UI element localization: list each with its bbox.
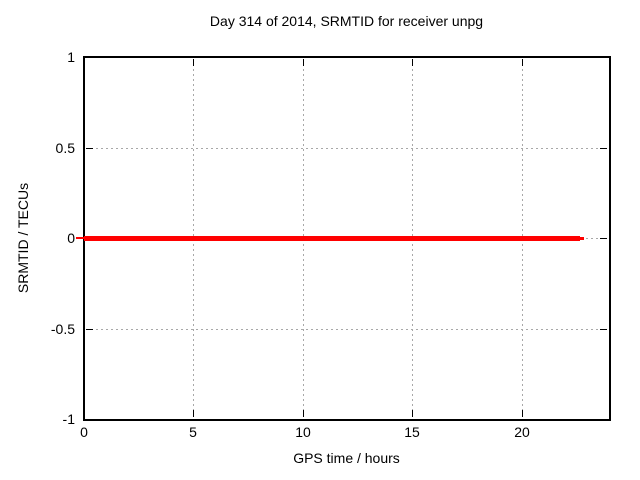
x-tick-top-20 (522, 59, 523, 66)
x-tick-bottom-0 (84, 410, 85, 417)
y-tick-label-0: 0 (67, 230, 75, 246)
x-tick-top-10 (303, 59, 304, 66)
y-tick-left-0.5 (86, 148, 93, 149)
y-axis-title: SRMTID / TECUs (15, 182, 31, 294)
x-tick-top-0 (84, 59, 85, 66)
y-tick-left-1 (86, 57, 93, 58)
chart-title: Day 314 of 2014, SRMTID for receiver unp… (209, 13, 484, 29)
x-tick-label-5: 5 (189, 424, 197, 440)
x-tick-top-15 (412, 59, 413, 66)
x-axis-title: GPS time / hours (293, 450, 400, 466)
x-tick-bottom-5 (193, 410, 194, 417)
x-tick-bottom-20 (522, 410, 523, 417)
series-srmtid-line-start-cap (76, 237, 84, 239)
y-tick-label--0.5: -0.5 (50, 321, 75, 337)
y-tick-label-0.5: 0.5 (55, 140, 75, 156)
y-tick-right--0.5 (600, 329, 607, 330)
y-tick-label--1: -1 (62, 411, 75, 427)
x-tick-top-5 (193, 59, 194, 66)
x-tick-bottom-10 (303, 410, 304, 417)
gridline-y--0.5 (86, 329, 607, 330)
series-srmtid-line (84, 236, 580, 241)
y-tick-label-1: 1 (67, 49, 75, 65)
y-tick-left--1 (86, 419, 93, 420)
x-tick-label-20: 20 (514, 424, 530, 440)
gridline-y-0.5 (86, 148, 607, 149)
y-tick-right-0.5 (600, 148, 607, 149)
y-tick-right--1 (600, 419, 607, 420)
x-tick-label-10: 10 (295, 424, 311, 440)
y-tick-right-0 (600, 238, 607, 239)
x-tick-bottom-15 (412, 410, 413, 417)
y-tick-right-1 (600, 57, 607, 58)
x-tick-label-15: 15 (404, 424, 420, 440)
x-tick-label-0: 0 (80, 424, 88, 440)
series-srmtid-line-end (579, 237, 584, 240)
y-tick-left--0.5 (86, 329, 93, 330)
